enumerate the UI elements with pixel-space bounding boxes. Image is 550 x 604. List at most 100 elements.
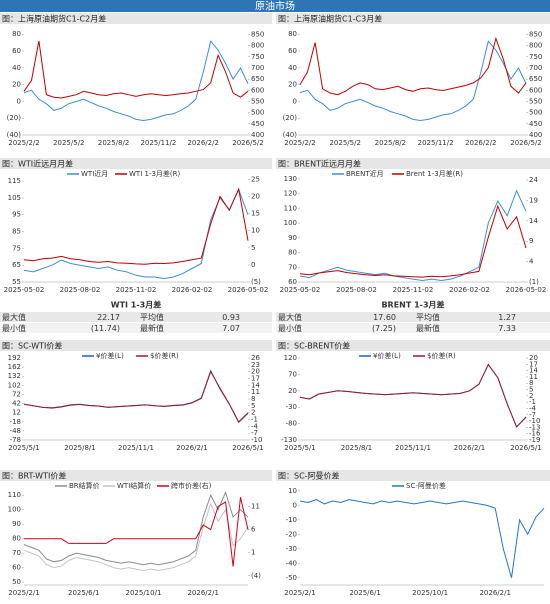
y2-tick-label: 17 xyxy=(529,360,538,368)
series-line xyxy=(299,40,527,122)
y-tick-label: -48 xyxy=(10,427,21,435)
x-tick-label: 2025-08-02 xyxy=(336,286,377,294)
y2-tick-label: 14 xyxy=(251,381,260,389)
y-tick-label: 70 xyxy=(288,370,297,378)
y-tick-label: 102 xyxy=(8,381,21,389)
x-tick-label: 2025/5/1 xyxy=(8,444,39,452)
x-tick-label: 2026/2/1 xyxy=(479,589,510,597)
x-tick-label: 2026-02-02 xyxy=(449,286,490,294)
y-tick-label: 85 xyxy=(12,228,21,236)
y2-tick-label: 700 xyxy=(251,64,264,72)
y-tick-label: 132 xyxy=(8,372,21,380)
x-tick-label: 2025/2/1 xyxy=(8,589,39,597)
y-tick-label: -30 xyxy=(286,403,297,411)
y-tick-label: 60 xyxy=(288,47,297,55)
y2-tick-label: 750 xyxy=(529,53,542,61)
y2-tick-label: 850 xyxy=(529,30,542,38)
x-tick-label: 2025/10/1 xyxy=(126,589,162,597)
y-tick-label: 75 xyxy=(12,244,21,252)
table-cell: 最新值 xyxy=(140,323,164,333)
y-tick-label: 12 xyxy=(12,409,21,417)
y2-tick-label: 600 xyxy=(529,86,542,94)
x-tick-label: 2026/5/2 xyxy=(510,139,541,147)
y2-tick-label: 4 xyxy=(529,258,534,266)
x-tick-label: 2026-02-02 xyxy=(172,286,213,294)
y-tick-label: -78 xyxy=(10,436,21,444)
x-tick-label: 2026/2/2 xyxy=(187,139,218,147)
y2-tick-label: 20 xyxy=(529,354,538,362)
y2-tick-label: 650 xyxy=(529,75,542,83)
y-tick-label: 110 xyxy=(8,491,21,499)
series-line xyxy=(23,187,249,265)
x-tick-label: 2025-11-02 xyxy=(393,286,434,294)
y-tick-label: (40) xyxy=(283,131,298,139)
table-row-bg xyxy=(0,323,272,333)
table-cell: 0.93 xyxy=(222,313,240,322)
y2-tick-label: 17 xyxy=(251,375,260,383)
y2-tick-label: 400 xyxy=(529,131,542,139)
y-tick-label: 162 xyxy=(8,363,21,371)
y2-tick-label: 14 xyxy=(529,367,538,375)
series-line xyxy=(299,499,545,578)
x-tick-label: 2026/2/2 xyxy=(465,139,496,147)
y2-tick-label: 14 xyxy=(529,217,538,225)
y-tick-label: (20) xyxy=(7,114,22,122)
y2-tick-label: 500 xyxy=(251,109,264,117)
x-tick-label: 2025/2/2 xyxy=(8,139,39,147)
panel-title: 图：上海原油期货C1-C2月差 xyxy=(2,14,106,24)
y-tick-label: 10 xyxy=(288,487,297,495)
y2-tick-label: -7 xyxy=(529,411,536,419)
panel-title-bg xyxy=(276,470,550,481)
y-tick-label: 60 xyxy=(12,47,21,55)
y-tick-label: 20 xyxy=(12,81,21,89)
y2-tick-label: -1 xyxy=(529,398,536,406)
y2-tick-label: 1 xyxy=(251,549,255,557)
y2-tick-label: 6 xyxy=(251,526,256,534)
y2-tick-label: 800 xyxy=(251,42,264,50)
header-title: 原油市场 xyxy=(255,0,295,13)
y2-tick-label: -16 xyxy=(529,430,541,438)
series-line xyxy=(23,502,249,572)
x-tick-label: 2025/11/1 xyxy=(395,444,431,452)
y-tick-label: 70 xyxy=(12,549,21,557)
panel-title-bg xyxy=(0,158,272,169)
x-tick-label: 2025/8/1 xyxy=(341,444,372,452)
y2-tick-label: 10 xyxy=(251,227,260,235)
table-cell: 最新值 xyxy=(416,323,440,333)
y-tick-label: 100 xyxy=(284,219,297,227)
panel-title: 图：SC-WTI价差 xyxy=(2,341,62,351)
y-tick-label: 192 xyxy=(8,354,21,362)
y-tick-label: (20) xyxy=(283,114,298,122)
y-tick-label: -18 xyxy=(10,418,21,426)
legend-label: SC-阿曼价差 xyxy=(406,481,446,490)
y-tick-label: 110 xyxy=(284,204,297,212)
x-tick-label: 2025/6/1 xyxy=(68,589,99,597)
y2-tick-label: -4 xyxy=(251,422,259,430)
series-line xyxy=(23,370,249,423)
y-tick-label: 72 xyxy=(12,390,21,398)
y2-tick-label: -4 xyxy=(529,404,537,412)
x-tick-label: 2025-08-02 xyxy=(60,286,101,294)
y-tick-label: 80 xyxy=(12,535,21,543)
x-tick-label: 2026/5/1 xyxy=(510,444,541,452)
x-tick-label: 2025/8/2 xyxy=(98,139,129,147)
y-tick-label: 0 xyxy=(293,97,297,105)
table-cell: 平均值 xyxy=(140,312,164,322)
x-tick-label: 2025/11/1 xyxy=(118,444,154,452)
y2-tick-label: 8 xyxy=(529,379,533,387)
y2-tick-label: (5) xyxy=(251,278,261,286)
legend-label: WTI结算价 xyxy=(117,481,151,490)
y-tick-label: -130 xyxy=(281,436,297,444)
table-row-bg xyxy=(0,312,272,322)
x-tick-label: 2026-05-02 xyxy=(228,286,269,294)
y-tick-label: 65 xyxy=(12,261,21,269)
x-tick-label: 2025-05-02 xyxy=(280,286,321,294)
y-tick-label: 105 xyxy=(8,194,21,202)
y2-tick-label: 9 xyxy=(529,237,533,245)
x-tick-label: 2026/2/1 xyxy=(454,444,485,452)
y2-tick-label: 0 xyxy=(251,261,255,269)
panel-title-bg xyxy=(276,158,550,169)
y2-tick-label: 25 xyxy=(251,175,260,183)
y2-tick-label: 23 xyxy=(251,361,260,369)
